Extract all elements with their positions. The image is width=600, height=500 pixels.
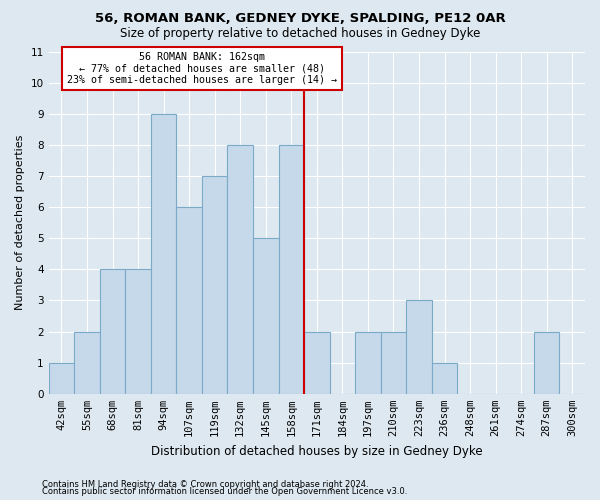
Text: 56, ROMAN BANK, GEDNEY DYKE, SPALDING, PE12 0AR: 56, ROMAN BANK, GEDNEY DYKE, SPALDING, P…: [95, 12, 505, 26]
Text: Contains HM Land Registry data © Crown copyright and database right 2024.: Contains HM Land Registry data © Crown c…: [42, 480, 368, 489]
Bar: [49, 362, 74, 394]
Bar: [227, 145, 253, 394]
Bar: [406, 300, 432, 394]
X-axis label: Distribution of detached houses by size in Gedney Dyke: Distribution of detached houses by size …: [151, 444, 482, 458]
Text: 56 ROMAN BANK: 162sqm
← 77% of detached houses are smaller (48)
23% of semi-deta: 56 ROMAN BANK: 162sqm ← 77% of detached …: [67, 52, 337, 85]
Bar: [278, 145, 304, 394]
Text: Size of property relative to detached houses in Gedney Dyke: Size of property relative to detached ho…: [120, 28, 480, 40]
Y-axis label: Number of detached properties: Number of detached properties: [15, 135, 25, 310]
Bar: [151, 114, 176, 394]
Bar: [534, 332, 559, 394]
Bar: [380, 332, 406, 394]
Bar: [176, 207, 202, 394]
Bar: [432, 362, 457, 394]
Bar: [304, 332, 329, 394]
Bar: [355, 332, 380, 394]
Bar: [253, 238, 278, 394]
Text: Contains public sector information licensed under the Open Government Licence v3: Contains public sector information licen…: [42, 487, 407, 496]
Bar: [74, 332, 100, 394]
Bar: [202, 176, 227, 394]
Bar: [125, 270, 151, 394]
Bar: [100, 270, 125, 394]
